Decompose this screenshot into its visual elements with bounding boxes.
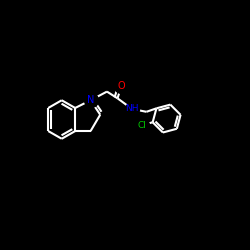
Text: Cl: Cl (137, 121, 146, 130)
Text: O: O (118, 81, 125, 91)
Text: N: N (87, 95, 94, 105)
Text: NH: NH (125, 104, 139, 114)
